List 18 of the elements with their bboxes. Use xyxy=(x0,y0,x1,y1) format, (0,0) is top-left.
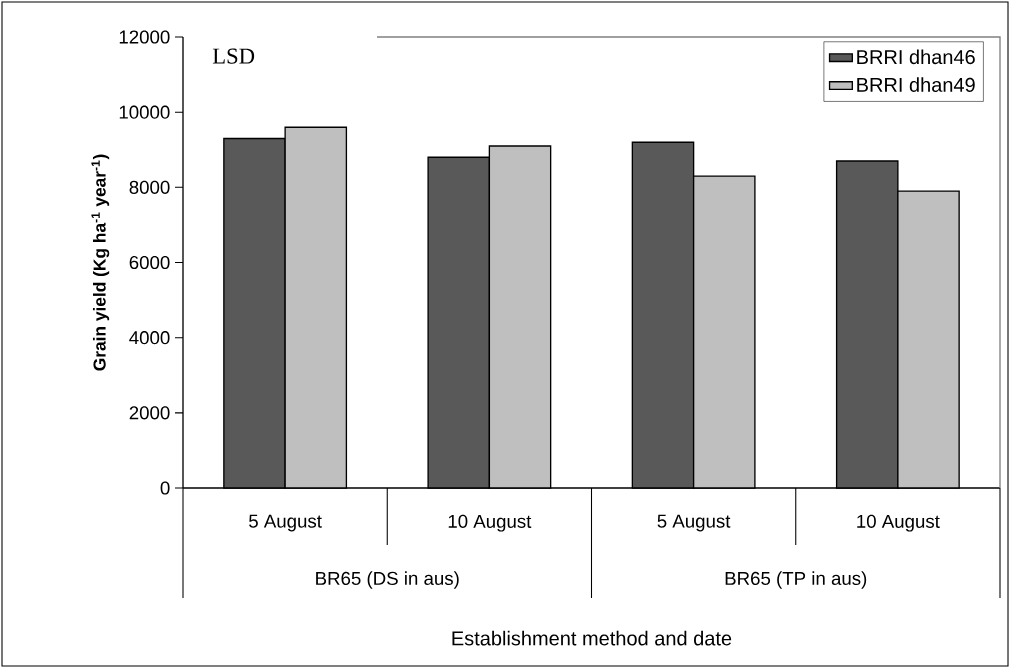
y-axis-title: Grain yield (Kg ha$^{-1}$ year$^{-1}$) xyxy=(91,154,110,371)
x-tick-label: 10 August xyxy=(857,514,940,532)
y-tick-label: 6000 xyxy=(129,255,170,270)
y-tick-label: 4000 xyxy=(129,331,170,345)
x-tick-label: 10 August xyxy=(448,514,532,532)
y-tick-label: 2000 xyxy=(129,406,170,420)
y-tick-label: 12000 xyxy=(119,30,170,44)
text: BR65 (TP in aus) xyxy=(725,571,867,589)
y-tick-label: 10000 xyxy=(119,105,170,119)
x-axis-title: Establishment method and date xyxy=(452,630,732,646)
legend-label: BRRI dhan46 xyxy=(857,49,975,65)
annotation: LSD xyxy=(212,48,255,64)
x-tick-label: 5 August xyxy=(657,514,731,532)
y-tick-label: 0 xyxy=(160,481,170,495)
legend-label: BRRI dhan49 xyxy=(857,77,975,92)
x-tick-label: 5 August xyxy=(249,514,322,532)
y-tick-label: 8000 xyxy=(129,180,170,194)
text: BR65 (DS in aus) xyxy=(316,571,459,589)
